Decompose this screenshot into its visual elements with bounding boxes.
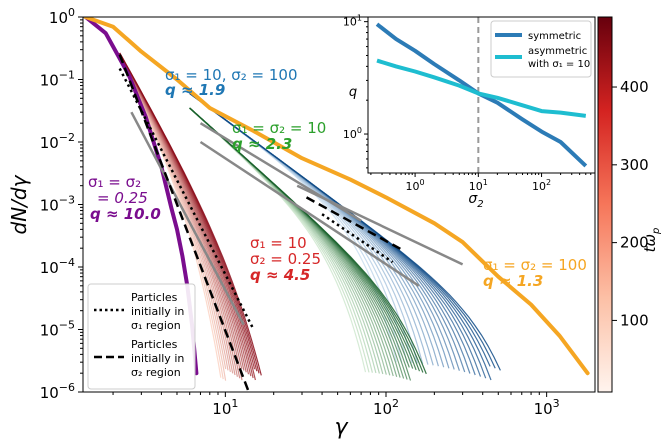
legend-dashed-line1: Particles <box>131 338 178 351</box>
inset-legend-asymmetric-label-2: with σ₁ = 10 <box>528 59 590 70</box>
inset-legend-symmetric-label: symmetric <box>528 31 581 42</box>
gray-fit-line-3 <box>296 184 464 266</box>
inset-x-tick-label-1: 101 <box>469 178 488 193</box>
y-tick-label-2: 10−2 <box>40 131 75 152</box>
inset-x-label-sub: 2 <box>477 199 483 210</box>
inset-legend-asymmetric-label: asymmetric <box>528 46 587 57</box>
annotations: σ₁ = 10, σ₂ = 100 q ≈ 1.9 σ₁ = σ₂ = 10 q… <box>88 66 587 290</box>
colorbar-label: tωp <box>641 228 662 253</box>
legend-dashed-line2: initially in <box>131 352 184 365</box>
y-axis-label: dN/dγ <box>7 174 31 234</box>
inset-y-label: q <box>349 85 357 100</box>
legend-box <box>87 283 196 390</box>
legend: Particles initially in σ₁ region Particl… <box>87 283 196 390</box>
gray-fit-line-1 <box>199 140 420 287</box>
annotation-orange-sigma: σ₁ = σ₂ = 100 <box>483 256 587 274</box>
legend-dotted-line2: initially in <box>131 305 184 318</box>
inset-legend: symmetric asymmetric with σ₁ = 10 <box>490 20 592 78</box>
inset-y-tick-label-1: 101 <box>343 14 362 29</box>
annotation-red-sigma-2: σ₂ = 0.25 <box>250 250 321 268</box>
legend-dotted-line3: σ₁ region <box>131 319 181 332</box>
colorbar-label-main: tω <box>641 234 659 252</box>
colorbar-label-sub: p <box>651 228 662 235</box>
inset-series-layer <box>375 17 588 173</box>
y-tick-label-6: 10−6 <box>40 381 75 402</box>
annotation-blue-sigma: σ₁ = 10, σ₂ = 100 <box>165 66 298 84</box>
inset-x-tick-label-0: 100 <box>406 178 425 193</box>
colorbar-tick-label-2: 300 <box>620 156 649 174</box>
x-tick-label-2: 103 <box>534 397 560 418</box>
dashed-upper-line <box>305 196 405 253</box>
main-series-layer <box>83 17 590 392</box>
inset-plot: 100 101 102 100 101 q σ2 symmetric asymmetri… <box>343 14 596 210</box>
inset-frame <box>367 16 596 174</box>
green-fan-curve-19 <box>189 107 427 375</box>
annotation-purple-q: q ≈ 10.0 <box>90 205 161 223</box>
inset-x-tick-label-2: 102 <box>532 178 551 193</box>
annotation-green-sigma: σ₁ = σ₂ = 10 <box>232 119 326 137</box>
inset-asymmetric-line <box>376 58 587 118</box>
colorbar-tick-label-1: 200 <box>620 234 649 252</box>
inset-x-label: σ2 <box>468 191 483 210</box>
gray-fit-line-0 <box>130 111 245 326</box>
annotation-red-sigma-1: σ₁ = 10 <box>250 234 307 252</box>
main-plot: 101 102 103 100 10−1 10−2 10−3 10−4 10−5 10−6 <box>40 6 596 418</box>
legend-dashed-line3: σ₂ region <box>131 366 181 379</box>
x-axis-label: γ <box>334 415 348 439</box>
x-tick-label-0: 101 <box>212 397 238 418</box>
x-tick-label-1: 102 <box>373 397 399 418</box>
y-tick-label-5: 10−5 <box>40 319 75 340</box>
y-tick-label-1: 10−1 <box>40 69 75 90</box>
legend-dotted-line1: Particles <box>131 291 178 304</box>
y-tick-label-0: 100 <box>49 6 75 27</box>
dotted-upper-line <box>321 213 394 264</box>
inset-x-label-main: σ <box>468 191 478 207</box>
main-ticks <box>78 16 548 397</box>
y-tick-label-4: 10−4 <box>40 256 75 277</box>
inset-ticks <box>364 21 592 177</box>
annotation-green-q: q ≈ 2.3 <box>232 135 292 153</box>
annotation-orange-q: q ≈ 1.3 <box>483 272 543 290</box>
colorbar: 100 200 300 400 tωp <box>597 16 662 393</box>
colorbar-bar <box>597 16 613 393</box>
annotation-purple-sigma-1: σ₁ = σ₂ <box>88 173 141 191</box>
red-fan-curve-21 <box>119 52 262 376</box>
annotation-purple-sigma-2: = 0.25 <box>97 189 148 207</box>
colorbar-tick-label-0: 100 <box>620 311 649 329</box>
inset-y-tick-label-0: 100 <box>343 126 362 141</box>
annotation-red-q: q ≈ 4.5 <box>250 266 310 284</box>
annotation-blue-q: q ≈ 1.9 <box>165 81 225 99</box>
main-tick-labels: 101 102 103 100 10−1 10−2 10−3 10−4 10−5 10−6 <box>40 6 560 418</box>
orange-series-line <box>83 17 590 376</box>
inset-tick-labels: 100 101 102 100 101 <box>343 14 551 193</box>
colorbar-ticks: 100 200 300 400 <box>612 78 649 329</box>
dashed-sigma2-line <box>118 54 250 392</box>
y-tick-label-3: 10−3 <box>40 194 75 215</box>
colorbar-tick-label-3: 400 <box>620 78 649 96</box>
